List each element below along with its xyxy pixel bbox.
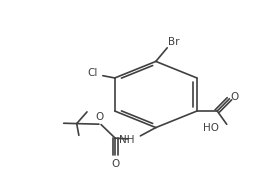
- Text: Cl: Cl: [88, 68, 98, 78]
- Text: HO: HO: [203, 123, 219, 133]
- Text: O: O: [230, 92, 238, 102]
- Text: Br: Br: [168, 37, 179, 47]
- Text: O: O: [111, 159, 119, 169]
- Text: NH: NH: [120, 135, 135, 145]
- Text: O: O: [96, 112, 104, 122]
